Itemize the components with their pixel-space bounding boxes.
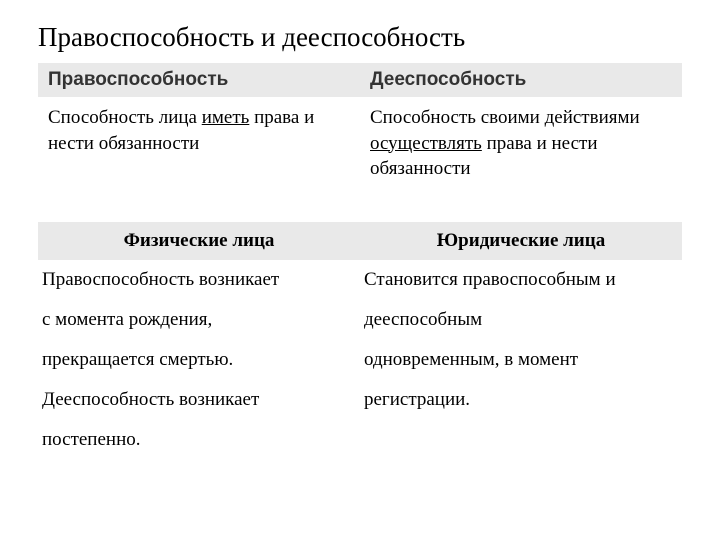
table1-header-left: Правоспособность (38, 63, 360, 97)
table1-header-right: Дееспособность (360, 63, 682, 97)
table2-row4-right (360, 420, 682, 460)
table2-row2-right: одновременным, в момент (360, 340, 682, 380)
table2-header-left: Физические лица (38, 222, 360, 260)
table2-row2-left: прекращается смертью. (38, 340, 360, 380)
table2-row1-left: с момента рождения, (38, 300, 360, 340)
persons-table: Физические лица Юридические лица Правосп… (38, 222, 682, 460)
table2-row0-right: Становится правоспособным и (360, 260, 682, 300)
table2-row3-left: Дееспособность возникает (38, 380, 360, 420)
table2-row4-left: постепенно. (38, 420, 360, 460)
table2-row1-right: дееспособным (360, 300, 682, 340)
table2-row0-left: Правоспособность возникает (38, 260, 360, 300)
slide-title: Правоспособность и дееспособность (38, 22, 682, 53)
table1-cell-right: Способность своими действиями осуществля… (360, 97, 682, 194)
table2-header-right: Юридические лица (360, 222, 682, 260)
definitions-table: Правоспособность Дееспособность Способно… (38, 63, 682, 194)
table2-row3-right: регистрации. (360, 380, 682, 420)
table1-cell-left: Способность лица иметь права и нести обя… (38, 97, 360, 194)
